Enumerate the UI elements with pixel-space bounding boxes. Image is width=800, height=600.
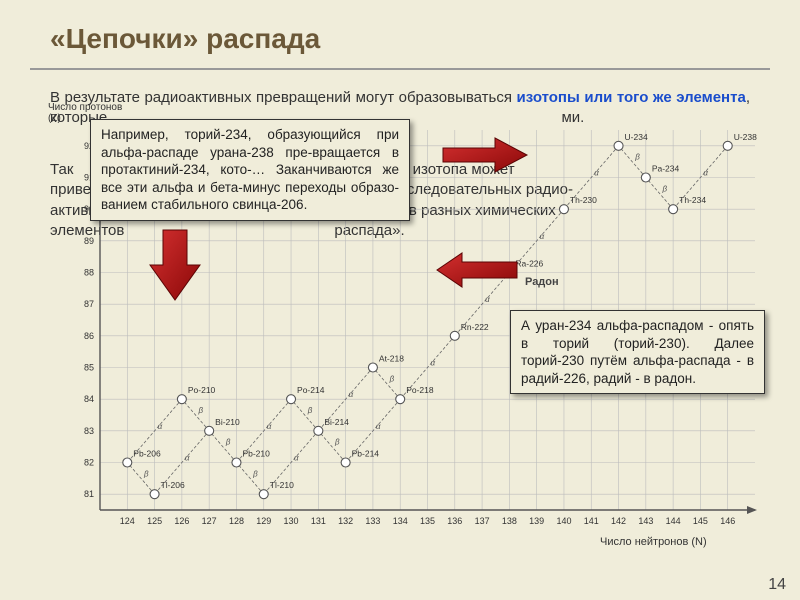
svg-text:127: 127 (202, 516, 217, 526)
svg-text:α: α (594, 169, 599, 178)
svg-text:β: β (389, 374, 395, 383)
svg-text:Tl-206: Tl-206 (161, 480, 185, 490)
svg-text:α: α (703, 169, 708, 178)
red-arrow-right-1 (435, 130, 535, 180)
svg-text:126: 126 (174, 516, 189, 526)
svg-text:136: 136 (447, 516, 462, 526)
slide-title: «Цепочки» распада (50, 23, 320, 55)
svg-text:143: 143 (638, 516, 653, 526)
svg-text:Po-210: Po-210 (188, 385, 216, 395)
svg-text:U-234: U-234 (625, 132, 648, 142)
svg-text:89: 89 (84, 236, 94, 246)
svg-text:Tl-210: Tl-210 (270, 480, 294, 490)
svg-text:α: α (158, 422, 163, 431)
svg-text:Pb-206: Pb-206 (133, 449, 161, 459)
svg-text:α: α (376, 422, 381, 431)
callout-example-2: А уран-234 альфа-распадом - опять в тори… (510, 310, 765, 394)
svg-text:140: 140 (556, 516, 571, 526)
svg-text:β: β (634, 153, 640, 162)
svg-text:125: 125 (147, 516, 162, 526)
svg-text:141: 141 (584, 516, 599, 526)
svg-text:Po-218: Po-218 (406, 385, 434, 395)
title-bar: «Цепочки» распада (30, 10, 770, 70)
svg-text:Rn-222: Rn-222 (461, 322, 489, 332)
svg-text:β: β (307, 406, 313, 415)
svg-text:84: 84 (84, 394, 94, 404)
svg-text:Bi-210: Bi-210 (215, 417, 240, 427)
svg-text:Pa-234: Pa-234 (652, 164, 680, 174)
svg-text:U-238: U-238 (734, 132, 757, 142)
svg-text:142: 142 (611, 516, 626, 526)
p1-blue2: или того же элемента (580, 89, 746, 106)
svg-text:133: 133 (365, 516, 380, 526)
svg-text:132: 132 (338, 516, 353, 526)
svg-text:82: 82 (84, 458, 94, 468)
svg-text:Th-230: Th-230 (570, 195, 597, 205)
svg-text:128: 128 (229, 516, 244, 526)
svg-text:Pb-214: Pb-214 (352, 449, 380, 459)
svg-text:α: α (431, 359, 436, 368)
callout-example-1: Например, торий-234, образующийся при ал… (90, 119, 410, 221)
svg-text:α: α (540, 232, 545, 241)
svg-text:137: 137 (475, 516, 490, 526)
x-axis-label: Число нейтронов (N) (600, 536, 707, 548)
svg-text:Pb-210: Pb-210 (242, 449, 270, 459)
svg-text:Po-214: Po-214 (297, 385, 325, 395)
svg-text:α: α (349, 390, 354, 399)
svg-text:88: 88 (84, 268, 94, 278)
radon-label: Радон (525, 276, 559, 288)
page-number: 14 (768, 576, 786, 594)
svg-text:83: 83 (84, 426, 94, 436)
red-arrow-left-1 (432, 250, 522, 290)
svg-text:139: 139 (529, 516, 544, 526)
svg-text:Bi-214: Bi-214 (324, 417, 349, 427)
svg-text:α: α (485, 295, 490, 304)
svg-text:146: 146 (720, 516, 735, 526)
svg-text:Th-234: Th-234 (679, 195, 706, 205)
svg-text:138: 138 (502, 516, 517, 526)
svg-text:81: 81 (84, 489, 94, 499)
svg-text:85: 85 (84, 363, 94, 373)
svg-text:87: 87 (84, 299, 94, 309)
svg-text:86: 86 (84, 331, 94, 341)
svg-text:α: α (185, 454, 190, 463)
svg-text:134: 134 (393, 516, 408, 526)
svg-text:131: 131 (311, 516, 326, 526)
svg-text:129: 129 (256, 516, 271, 526)
svg-text:β: β (661, 184, 667, 193)
svg-text:α: α (267, 422, 272, 431)
svg-text:β: β (143, 469, 149, 478)
p1-blue: изотопы (517, 89, 580, 106)
svg-text:β: β (225, 438, 231, 447)
svg-text:124: 124 (120, 516, 135, 526)
svg-text:135: 135 (420, 516, 435, 526)
red-arrow-down-1 (145, 225, 205, 305)
svg-text:130: 130 (284, 516, 299, 526)
svg-text:β: β (252, 469, 258, 478)
svg-text:β: β (334, 438, 340, 447)
svg-text:145: 145 (693, 516, 708, 526)
svg-text:At-218: At-218 (379, 354, 404, 364)
svg-text:α: α (294, 454, 299, 463)
svg-text:β: β (198, 406, 204, 415)
svg-text:144: 144 (666, 516, 681, 526)
